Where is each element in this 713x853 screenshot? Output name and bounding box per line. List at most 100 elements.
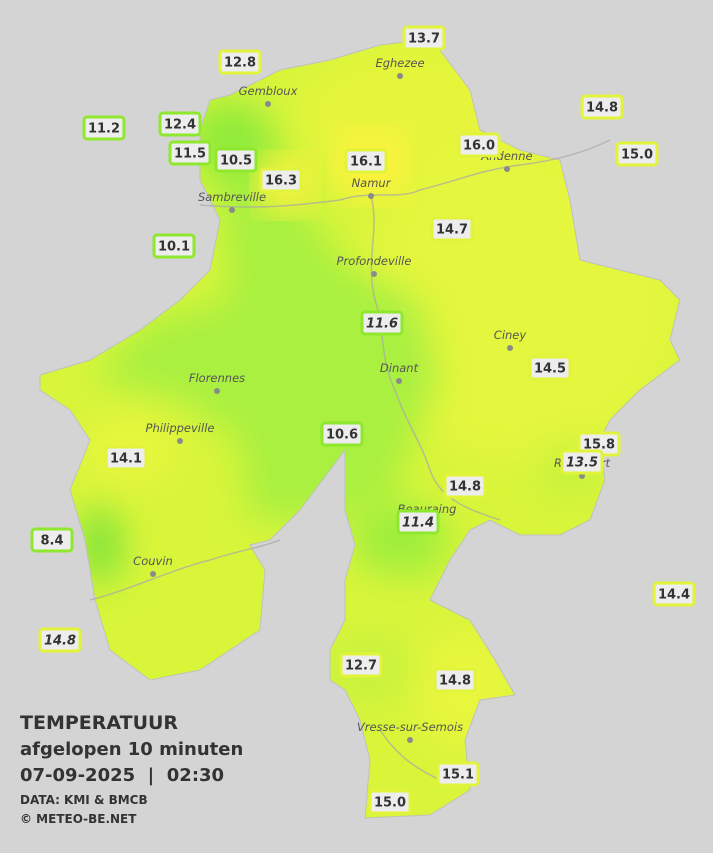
station-value: 15.1 xyxy=(442,768,474,783)
legend-title: TEMPERATUUR xyxy=(20,712,178,734)
station-value: 12.8 xyxy=(224,56,256,71)
station: 14.4 xyxy=(652,581,696,607)
station-value: 10.5 xyxy=(220,154,252,169)
legend-credit: © METEO-BE.NET xyxy=(20,812,137,826)
station-box xyxy=(152,233,196,259)
city-label: Couvin xyxy=(133,554,173,568)
station-box xyxy=(436,761,480,787)
station: 11.5 xyxy=(168,140,212,166)
station: 14.8 xyxy=(443,473,487,499)
station-box xyxy=(218,49,262,75)
station: 12.4 xyxy=(158,111,202,137)
city-label: Namur xyxy=(352,176,392,190)
station-box xyxy=(104,445,148,471)
station-box xyxy=(30,527,74,553)
station: 11.4 xyxy=(396,509,440,535)
city-label: Florennes xyxy=(189,371,245,385)
station-box xyxy=(396,509,440,535)
legend-subtitle: afgelopen 10 minuten xyxy=(20,739,243,760)
station: 15.1 xyxy=(436,761,480,787)
city-dot xyxy=(507,345,513,351)
station-box xyxy=(214,147,258,173)
station: 15.0 xyxy=(615,141,659,167)
city-label: Sambreville xyxy=(198,190,266,204)
station-box xyxy=(259,167,303,193)
station-box xyxy=(457,132,501,158)
station-value: 15.8 xyxy=(583,438,615,453)
city-dot xyxy=(504,166,510,172)
station: 16.0 xyxy=(457,132,501,158)
city-label: Philippeville xyxy=(146,421,215,435)
station-value: 14.4 xyxy=(658,588,690,603)
station-box xyxy=(360,310,404,336)
station: 13.5 xyxy=(560,449,604,475)
station-value: 16.0 xyxy=(463,139,495,154)
station-value: 13.7 xyxy=(408,32,440,47)
station-box xyxy=(368,789,412,815)
station: 14.8 xyxy=(580,94,624,120)
station-box xyxy=(38,627,82,653)
station-value: 14.8 xyxy=(439,674,471,689)
station-box xyxy=(652,581,696,607)
station: 11.2 xyxy=(82,115,126,141)
city-label: Gembloux xyxy=(239,84,298,98)
city-label: Profondeville xyxy=(337,254,412,268)
station: 14.8 xyxy=(38,627,82,653)
station: 10.6 xyxy=(320,421,364,447)
station-value: 14.8 xyxy=(449,480,481,495)
city-dot xyxy=(371,271,377,277)
station-box xyxy=(615,141,659,167)
city-dot xyxy=(214,388,220,394)
station-value: 11.2 xyxy=(88,122,120,137)
station-value: 12.7 xyxy=(345,659,377,674)
city-dot xyxy=(150,571,156,577)
station-value: 16.1 xyxy=(350,155,382,170)
city-dot xyxy=(177,438,183,444)
city-label: Vresse-sur-Semois xyxy=(357,720,463,734)
station-box xyxy=(344,148,388,174)
station-box xyxy=(528,355,572,381)
station-box xyxy=(158,111,202,137)
city-label: Ciney xyxy=(494,328,527,342)
station: 14.8 xyxy=(433,667,477,693)
station-value: 14.1 xyxy=(110,452,142,467)
station-value: 10.1 xyxy=(158,240,190,255)
legend-source: DATA: KMI & BMCB xyxy=(20,793,148,807)
station-box xyxy=(402,25,446,51)
city-label: Dinant xyxy=(380,361,419,375)
station-box xyxy=(580,94,624,120)
station: 13.7 xyxy=(402,25,446,51)
station-value: 11.5 xyxy=(174,147,206,162)
legend: TEMPERATUUR afgelopen 10 minuten 07-09-2… xyxy=(20,712,243,826)
station-box xyxy=(443,473,487,499)
station: 15.0 xyxy=(368,789,412,815)
station: 14.7 xyxy=(430,216,474,242)
city-dot xyxy=(407,737,413,743)
station: 10.5 xyxy=(214,147,258,173)
station: 14.5 xyxy=(528,355,572,381)
station: 12.8 xyxy=(218,49,262,75)
station-value: 16.3 xyxy=(265,174,297,189)
station-box xyxy=(433,667,477,693)
station-box xyxy=(82,115,126,141)
station-value: 11.4 xyxy=(402,516,434,531)
legend-datetime: 07-09-2025 | 02:30 xyxy=(20,765,224,786)
stations: 13.7 12.8 14.8 11.2 12.4 16.0 15.0 11.5 10.5 16.1… xyxy=(30,25,696,815)
station-box xyxy=(560,449,604,475)
city-dot xyxy=(396,378,402,384)
station: 16.3 xyxy=(259,167,303,193)
station-value: 14.8 xyxy=(586,101,618,116)
city-label: Eghezee xyxy=(375,56,424,70)
city-dot xyxy=(229,207,235,213)
station-box xyxy=(339,652,383,678)
station-value: 14.7 xyxy=(436,223,468,238)
station: 16.1 xyxy=(344,148,388,174)
city-dot xyxy=(265,101,271,107)
station: 14.1 xyxy=(104,445,148,471)
station: 11.6 xyxy=(360,310,404,336)
city-dot xyxy=(397,73,403,79)
station-value: 14.5 xyxy=(534,362,566,377)
city-dot xyxy=(368,193,374,199)
station-box xyxy=(430,216,474,242)
